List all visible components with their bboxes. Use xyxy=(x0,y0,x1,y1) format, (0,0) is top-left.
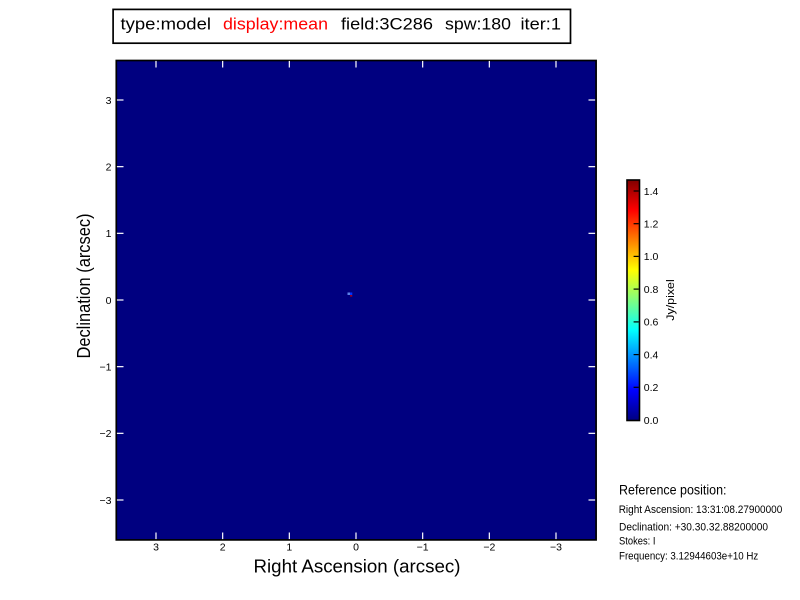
svg-text:3: 3 xyxy=(153,542,159,554)
svg-text:−2: −2 xyxy=(483,542,495,554)
svg-text:−3: −3 xyxy=(550,542,562,554)
svg-text:Right Ascension: 13:31:08.2790: Right Ascension: 13:31:08.27900000 xyxy=(619,504,783,516)
svg-text:−2: −2 xyxy=(100,428,112,440)
svg-text:iter:1: iter:1 xyxy=(521,15,562,33)
svg-text:0: 0 xyxy=(353,542,359,554)
svg-text:2: 2 xyxy=(220,542,226,554)
svg-text:Stokes: I: Stokes: I xyxy=(619,536,656,548)
svg-text:1: 1 xyxy=(106,228,112,240)
svg-text:0.8: 0.8 xyxy=(644,284,659,296)
svg-text:0.2: 0.2 xyxy=(644,382,659,394)
svg-text:1.2: 1.2 xyxy=(644,219,659,231)
svg-text:3: 3 xyxy=(106,95,112,107)
svg-text:0: 0 xyxy=(106,295,112,307)
svg-text:1.4: 1.4 xyxy=(644,186,659,198)
svg-text:−3: −3 xyxy=(100,495,112,507)
svg-text:Jy/pixel: Jy/pixel xyxy=(665,279,677,321)
svg-text:0.4: 0.4 xyxy=(644,349,659,361)
svg-text:display:mean: display:mean xyxy=(223,15,328,33)
svg-text:−1: −1 xyxy=(100,362,112,374)
svg-text:2: 2 xyxy=(106,162,112,174)
svg-text:field:3C286: field:3C286 xyxy=(341,15,433,33)
svg-text:Frequency: 3.12944603e+10 Hz: Frequency: 3.12944603e+10 Hz xyxy=(619,551,758,563)
svg-text:Declination: +30.30.32.8820000: Declination: +30.30.32.88200000 xyxy=(619,522,768,534)
svg-text:spw:180: spw:180 xyxy=(445,15,511,33)
svg-text:Reference position:: Reference position: xyxy=(619,482,727,497)
svg-text:0.6: 0.6 xyxy=(644,317,659,329)
svg-text:type:model: type:model xyxy=(121,15,212,33)
svg-text:1: 1 xyxy=(286,542,292,554)
svg-text:−1: −1 xyxy=(417,542,429,554)
svg-text:Declination (arcsec): Declination (arcsec) xyxy=(74,214,94,359)
svg-text:Right Ascension (arcsec): Right Ascension (arcsec) xyxy=(254,556,461,576)
svg-text:0.0: 0.0 xyxy=(644,415,659,427)
svg-text:1.0: 1.0 xyxy=(644,251,659,263)
